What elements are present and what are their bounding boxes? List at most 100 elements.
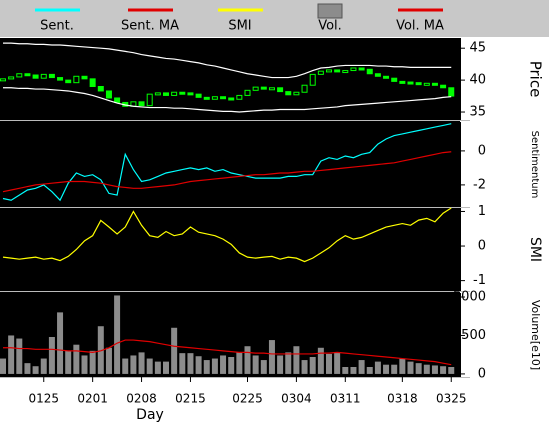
- candle: [391, 77, 398, 82]
- bar: [374, 361, 381, 374]
- candle: [268, 87, 275, 91]
- candle: [163, 92, 169, 96]
- bar: [65, 350, 72, 374]
- y-axis-label: SMI: [527, 237, 543, 262]
- candle: [97, 85, 104, 92]
- bar: [383, 364, 390, 374]
- candle: [171, 91, 178, 96]
- bar: [163, 361, 169, 374]
- bar: [228, 357, 235, 374]
- bar: [301, 360, 308, 374]
- x-tick-label: 0201: [77, 392, 108, 406]
- candle: [293, 91, 300, 96]
- bar: [285, 352, 292, 374]
- bar: [48, 337, 55, 374]
- bar: [260, 360, 267, 374]
- bar: [122, 358, 129, 374]
- bar: [391, 364, 398, 374]
- line: [3, 339, 452, 366]
- bar: [415, 363, 422, 374]
- candle: [244, 89, 251, 96]
- bar: [252, 355, 259, 374]
- bar: [407, 361, 414, 374]
- candle: [81, 75, 88, 80]
- bar: [195, 356, 202, 374]
- candle: [407, 81, 414, 85]
- y-axis-label: Volume[e10]: [529, 300, 542, 370]
- x-tick-label: 0125: [28, 392, 59, 406]
- candle: [65, 79, 72, 84]
- candle: [301, 84, 308, 93]
- candle: [220, 96, 227, 100]
- bar: [399, 358, 406, 374]
- line: [2, 151, 452, 193]
- y-axis-label: Sentimentum: [529, 131, 540, 199]
- bar: [146, 358, 153, 374]
- candle: [236, 94, 243, 100]
- line: [2, 123, 452, 202]
- bar: [187, 353, 194, 374]
- bar: [440, 366, 447, 374]
- candle: [374, 73, 381, 77]
- bar: [203, 360, 210, 374]
- y-tick-label: -2: [473, 177, 486, 192]
- x-tick-label: 0208: [126, 392, 157, 406]
- y-tick-label: 2500: [453, 328, 486, 343]
- candle: [228, 97, 235, 101]
- y-axis-label: Price: [527, 61, 545, 98]
- bar: [154, 361, 161, 374]
- x-tick-label: 0325: [436, 392, 467, 406]
- y-tick-label: 35: [469, 105, 486, 120]
- bar: [244, 346, 251, 374]
- bar: [309, 357, 316, 374]
- candle: [105, 90, 112, 99]
- legend-label: Sent. MA: [121, 19, 179, 34]
- bar: [0, 358, 6, 374]
- candle: [358, 67, 365, 71]
- candle: [154, 92, 161, 96]
- line: [3, 42, 452, 79]
- candle: [399, 80, 406, 84]
- bar: [16, 338, 23, 374]
- bar: [293, 346, 300, 374]
- candle: [203, 96, 210, 100]
- bar: [366, 367, 373, 374]
- candle: [114, 97, 121, 103]
- legend-label: SMI: [228, 19, 251, 34]
- candle: [415, 82, 422, 86]
- y-tick-label: 40: [469, 73, 486, 88]
- bar: [317, 347, 324, 374]
- bar: [268, 340, 275, 374]
- bar: [89, 350, 96, 374]
- bar: [138, 352, 145, 374]
- candle: [8, 76, 15, 80]
- bar: [236, 352, 243, 374]
- candle: [0, 78, 6, 82]
- candle: [195, 93, 202, 98]
- candle: [285, 91, 292, 96]
- candle: [423, 82, 430, 86]
- bar: [97, 326, 104, 374]
- x-axis-label: Day: [136, 407, 164, 423]
- candle: [57, 77, 64, 81]
- bar: [40, 358, 47, 374]
- bar: [8, 335, 15, 374]
- legend-swatch: [317, 3, 343, 19]
- bar: [32, 366, 39, 374]
- candle: [32, 74, 39, 79]
- candle: [260, 86, 267, 90]
- candle: [350, 67, 357, 72]
- bar: [277, 355, 284, 374]
- bar: [358, 360, 365, 374]
- candle: [342, 70, 349, 74]
- bar: [326, 353, 332, 374]
- candle: [326, 69, 332, 73]
- bar: [114, 295, 121, 374]
- bar: [24, 363, 31, 374]
- candle: [89, 78, 96, 87]
- legend-label: Vol. MA: [396, 19, 444, 34]
- bar: [448, 367, 455, 374]
- y-tick-label: 5000: [453, 290, 486, 305]
- bar: [431, 365, 438, 374]
- y-tick-label: 0: [478, 366, 486, 381]
